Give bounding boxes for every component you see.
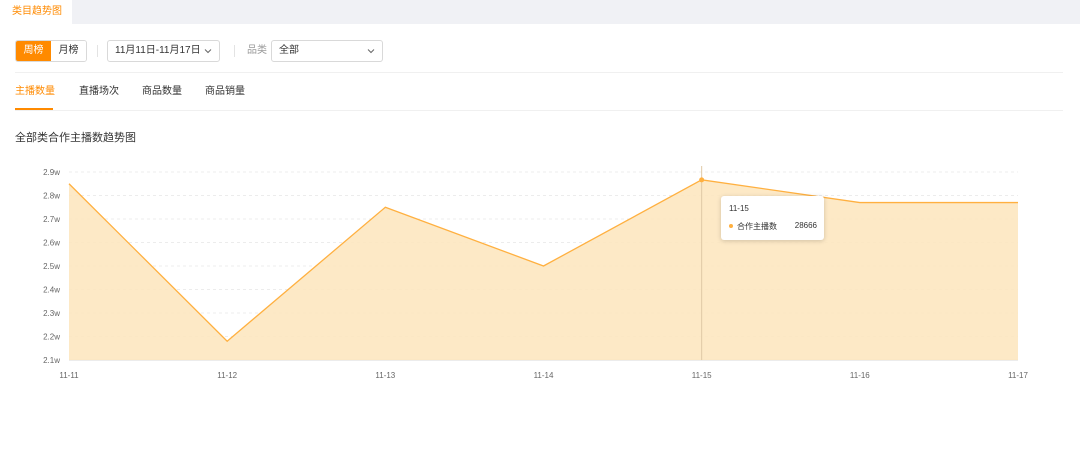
series-area <box>69 179 1018 360</box>
category-value: 全部 <box>279 45 299 56</box>
y-tick-label: 2.7w <box>43 215 60 224</box>
y-tick-label: 2.5w <box>43 262 60 271</box>
y-tick-label: 2.8w <box>43 192 60 201</box>
period-toggle: 周榜 月榜 <box>15 40 87 62</box>
x-tick-label: 11-17 <box>1008 371 1028 380</box>
divider <box>234 45 235 57</box>
tab-product-sales[interactable]: 商品销量 <box>205 86 245 97</box>
highlight-point <box>699 177 705 183</box>
y-tick-label: 2.9w <box>43 168 60 177</box>
category-label: 品类 <box>247 45 267 56</box>
chart-title: 全部类合作主播数趋势图 <box>15 132 136 144</box>
category-select[interactable]: 全部 <box>271 40 383 62</box>
x-tick-label: 11-13 <box>375 371 395 380</box>
x-tick-label: 11-12 <box>217 371 237 380</box>
active-tab-indicator <box>15 108 53 110</box>
x-tick-label: 11-15 <box>692 371 712 380</box>
date-range-select[interactable]: 11月11日-11月17日 <box>107 40 220 62</box>
x-tick-label: 11-14 <box>534 371 554 380</box>
weekly-button[interactable]: 周榜 <box>16 41 51 61</box>
series-line <box>68 179 1018 343</box>
y-tick-label: 2.6w <box>43 239 60 248</box>
chart-tooltip: 11-15 合作主播数 28666 <box>721 196 824 240</box>
y-tick-label: 2.2w <box>43 333 60 342</box>
chevron-down-icon <box>367 49 375 54</box>
monthly-button[interactable]: 月榜 <box>51 41 86 61</box>
y-tick-label: 2.1w <box>43 356 60 365</box>
tab-label: 主播数量 <box>15 86 55 97</box>
tab-live-sessions[interactable]: 直播场次 <box>79 86 119 97</box>
y-tick-label: 2.3w <box>43 309 60 318</box>
tooltip-value: 28666 <box>794 221 817 230</box>
tooltip-date: 11-15 <box>729 204 749 213</box>
divider <box>15 72 1063 73</box>
tab-product-count[interactable]: 商品数量 <box>142 86 182 97</box>
top-tab-bar: 类目趋势图 <box>0 0 1080 24</box>
series-dot-icon <box>729 224 733 228</box>
divider <box>97 45 98 57</box>
tooltip-series-name: 合作主播数 <box>737 222 777 231</box>
chevron-down-icon <box>204 49 212 54</box>
tab-streamer-count[interactable]: 主播数量 <box>15 84 55 110</box>
trend-chart: 2.1w 2.2w 2.3w 2.4w 2.5w 2.6w 2.7w 2.8w 2.9w 11-1… <box>43 166 1028 380</box>
date-range-value: 11月11日-11月17日 <box>115 45 201 56</box>
filter-bar: 周榜 月榜 11月11日-11月17日 品类 全部 <box>0 38 1080 64</box>
divider <box>15 110 1063 111</box>
x-tick-label: 11-11 <box>59 371 79 380</box>
x-tick-label: 11-16 <box>850 371 870 380</box>
tab-category-trend[interactable]: 类目趋势图 <box>0 0 72 24</box>
y-tick-label: 2.4w <box>43 286 60 295</box>
